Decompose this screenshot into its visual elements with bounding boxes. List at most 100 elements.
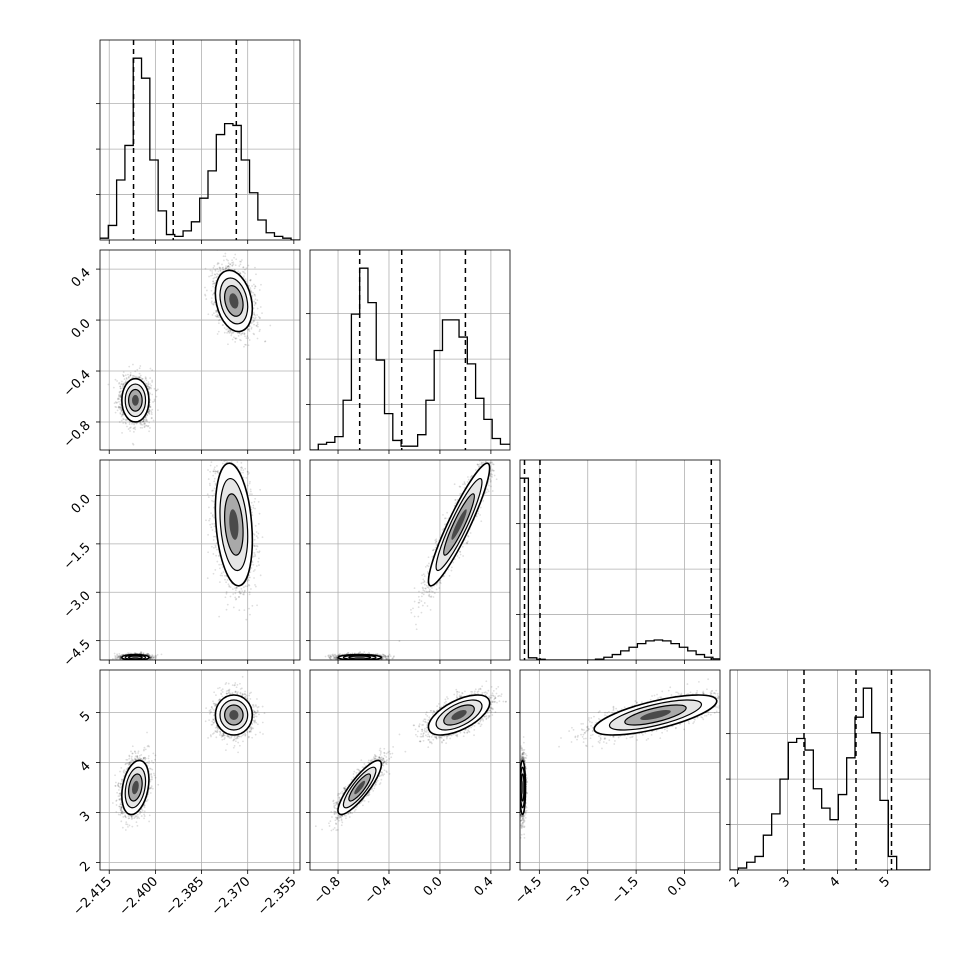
sample-point — [256, 321, 259, 324]
sample-point — [142, 418, 145, 421]
sample-point — [122, 412, 124, 415]
sample-point — [247, 328, 250, 331]
sample-point — [143, 380, 146, 383]
sample-point — [118, 400, 120, 403]
sample-point — [234, 253, 237, 256]
sample-point — [253, 293, 256, 296]
sample-point — [240, 333, 242, 336]
sample-point — [119, 412, 122, 415]
sample-point — [225, 267, 228, 269]
sample-point — [234, 341, 237, 343]
sample-point — [232, 263, 235, 266]
sample-point — [243, 332, 246, 335]
sample-point — [256, 314, 259, 316]
sample-point — [122, 418, 124, 420]
sample-point — [216, 314, 219, 317]
sample-point — [143, 425, 146, 428]
sample-point — [230, 334, 233, 337]
sample-point — [256, 323, 259, 326]
sample-point — [132, 363, 134, 366]
sample-point — [241, 332, 244, 335]
sample-point — [117, 394, 120, 396]
sample-point — [151, 379, 154, 382]
sample-point — [133, 423, 135, 426]
sample-point — [119, 395, 122, 398]
sample-point — [244, 278, 247, 281]
sample-point — [154, 656, 157, 659]
sample-point — [254, 316, 257, 319]
sample-point — [138, 372, 141, 375]
sample-point — [242, 266, 245, 269]
sample-point — [122, 375, 125, 377]
sample-point — [254, 298, 257, 301]
sample-point — [241, 332, 243, 335]
sample-point — [221, 263, 223, 266]
sample-point — [114, 405, 117, 408]
sample-point — [119, 385, 121, 388]
sample-point — [225, 258, 228, 261]
sample-point — [148, 409, 150, 412]
sample-point — [148, 410, 150, 413]
panel-frame — [99, 249, 301, 451]
sample-point — [129, 661, 131, 663]
sample-point — [211, 272, 214, 274]
sample-point — [129, 374, 132, 377]
sample-point — [138, 376, 141, 379]
sample-point — [119, 403, 121, 406]
sample-point — [239, 263, 242, 266]
sample-point — [231, 338, 234, 341]
sample-point — [149, 367, 152, 370]
sample-point — [216, 267, 219, 270]
sample-point — [121, 414, 123, 416]
sample-point — [132, 427, 135, 430]
sample-point — [148, 386, 151, 389]
sample-point — [147, 425, 149, 428]
sample-point — [140, 423, 142, 426]
sample-point — [145, 417, 147, 420]
sample-point — [214, 273, 217, 276]
sample-point — [133, 427, 136, 429]
sample-point — [133, 422, 135, 425]
sample-point — [152, 657, 154, 659]
sample-point — [141, 423, 144, 426]
sample-point — [204, 286, 206, 289]
sample-point — [119, 390, 122, 393]
sample-point — [127, 376, 130, 378]
sample-point — [253, 333, 256, 336]
sample-point — [145, 382, 148, 385]
sample-point — [225, 328, 228, 331]
sample-point — [137, 376, 140, 379]
sample-point — [127, 376, 130, 379]
sample-point — [122, 371, 125, 374]
sample-point — [253, 304, 256, 307]
sample-point — [255, 273, 257, 276]
sample-point — [229, 263, 232, 266]
sample-point — [229, 330, 232, 332]
sample-point — [138, 375, 141, 378]
sample-point — [232, 331, 235, 334]
sample-point — [228, 331, 230, 333]
sample-point — [261, 312, 263, 315]
sample-point — [135, 375, 137, 378]
sample-point — [252, 316, 255, 319]
sample-point — [216, 272, 218, 275]
sample-point — [147, 381, 150, 384]
sample-point — [216, 315, 219, 318]
sample-point — [253, 313, 256, 316]
sample-point — [245, 343, 247, 346]
sample-point — [122, 383, 125, 386]
sample-point — [252, 283, 255, 286]
sample-point — [215, 311, 218, 314]
sample-point — [118, 391, 121, 393]
sample-point — [147, 382, 149, 385]
sample-point — [149, 406, 152, 408]
sample-point — [157, 409, 159, 412]
sample-point — [241, 259, 243, 261]
sample-point — [226, 265, 229, 268]
sample-point — [147, 412, 150, 414]
sample-point — [125, 378, 128, 380]
sample-point — [123, 418, 125, 421]
sample-point — [255, 324, 258, 327]
sample-point — [148, 413, 151, 415]
sample-point — [234, 337, 237, 340]
